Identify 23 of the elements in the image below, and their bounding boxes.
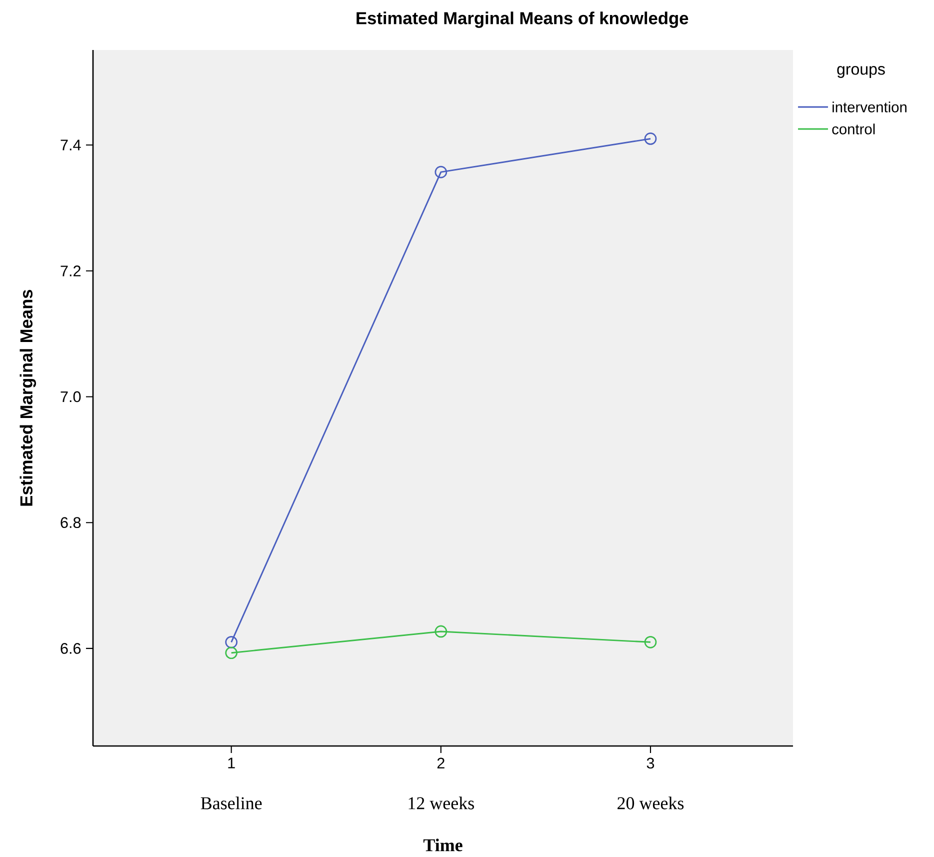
x-axis-title: Time (423, 838, 462, 852)
legend-title: groups (837, 66, 885, 78)
point (434, 166, 448, 178)
text: 12 weeks (408, 796, 474, 810)
point (225, 646, 238, 660)
legend-label: intervention (832, 102, 906, 112)
point (644, 636, 657, 648)
y-tick-label: 7.2 (60, 266, 81, 276)
point (434, 625, 448, 638)
legend-label: control (832, 124, 875, 134)
y-tick-label: 7.4 (60, 140, 81, 150)
x-tick-label: 3 (646, 758, 654, 769)
text: 20 weeks (618, 796, 684, 810)
y-tick-label: 6.6 (60, 643, 81, 654)
text: Baseline (200, 796, 262, 810)
point (225, 636, 238, 648)
x-tick-label: 2 (437, 758, 444, 768)
point (644, 132, 657, 145)
y-tick-label: 7.0 (60, 391, 81, 402)
chart-title: Estimated Marginal Means of knowledge (356, 12, 688, 28)
y-tick-label: 6.8 (60, 517, 81, 528)
x-tick-label: 1 (228, 758, 235, 768)
y-axis-title: Estimated Marginal Means (20, 290, 36, 506)
